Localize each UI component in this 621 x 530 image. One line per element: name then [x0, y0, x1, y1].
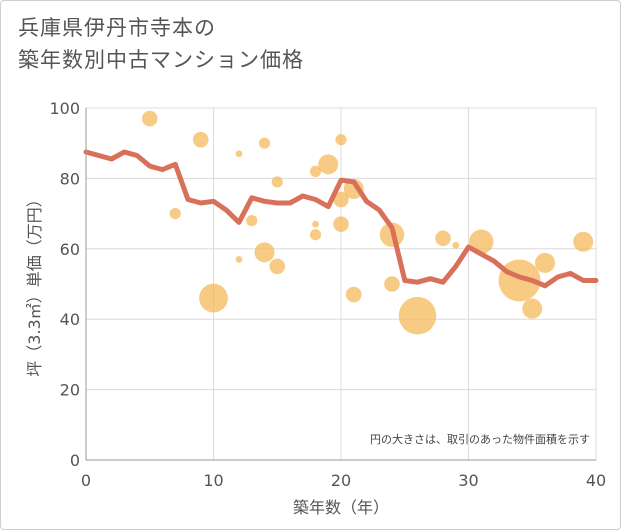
data-bubble	[246, 215, 258, 227]
y-tick-label: 40	[60, 310, 80, 329]
data-bubble	[573, 231, 594, 252]
data-bubble	[254, 242, 275, 263]
trend-line	[83, 149, 599, 289]
ticks: 0 20 40 60 80 100 0 10 20 30 40	[49, 99, 606, 490]
data-bubble	[333, 191, 349, 208]
data-bubble	[535, 252, 555, 273]
data-bubble	[384, 276, 400, 292]
data-bubble	[345, 286, 362, 303]
data-bubble	[312, 220, 319, 228]
data-bubble	[192, 131, 209, 148]
y-axis-label: 坪（3.3㎡）単価（万円）	[25, 191, 44, 376]
x-tick-label: 0	[81, 471, 91, 490]
x-tick-label: 30	[458, 471, 478, 490]
data-bubble	[235, 150, 243, 158]
data-bubble	[271, 176, 283, 188]
y-tick-label: 20	[60, 381, 80, 400]
data-bubble	[335, 134, 347, 146]
y-tick-label: 0	[70, 451, 80, 470]
data-bubble	[318, 154, 339, 175]
x-tick-label: 40	[586, 471, 606, 490]
data-bubble	[452, 241, 460, 249]
data-bubble	[435, 230, 451, 247]
x-axis-label: 築年数（年）	[293, 498, 389, 517]
data-bubble	[199, 283, 228, 313]
data-bubble	[258, 137, 271, 149]
data-bubble	[141, 110, 158, 127]
data-bubble	[169, 208, 181, 220]
title-line-2: 築年数別中古マンション価格	[18, 48, 304, 72]
y-tick-label: 80	[60, 169, 80, 188]
x-tick-label: 20	[331, 471, 351, 490]
bubble-size-note: 円の大きさは、取引のあった物件面積を示す	[370, 432, 590, 446]
data-bubble	[309, 229, 322, 241]
x-tick-label: 10	[203, 471, 223, 490]
data-bubble	[333, 216, 349, 232]
data-bubble	[522, 298, 543, 319]
data-bubble	[309, 165, 322, 177]
trend-line-group	[83, 149, 599, 289]
data-bubble	[269, 258, 286, 275]
y-tick-label: 60	[60, 240, 80, 259]
chart-title: 兵庫県伊丹市寺本の 築年数別中古マンション価格	[18, 12, 304, 76]
data-bubble	[235, 255, 243, 263]
bubbles	[141, 110, 594, 335]
y-tick-label: 100	[49, 99, 80, 118]
title-line-1: 兵庫県伊丹市寺本の	[18, 16, 216, 40]
data-bubble	[398, 296, 437, 335]
